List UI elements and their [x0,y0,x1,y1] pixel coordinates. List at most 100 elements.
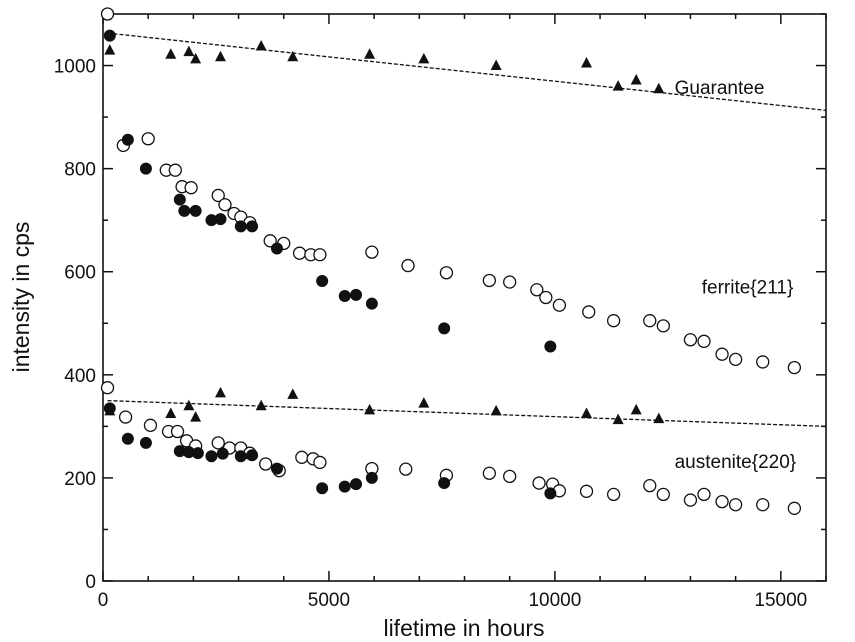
triangle-point [214,386,226,398]
triangle-point [183,45,195,57]
open-circle-point [787,501,802,515]
filled-circle-point [189,204,202,217]
open-circle-point [313,455,327,470]
data-points [100,7,802,515]
open-circle-point [656,487,670,502]
open-circle-point [263,234,277,248]
filled-circle-point [544,487,557,500]
filled-circle-point [121,133,134,146]
y-tick-label: 200 [64,469,96,490]
filled-circle-point [438,322,451,335]
triangle-point [287,388,299,399]
triangle-point [418,52,430,64]
filled-circle-point [103,29,116,42]
filled-circle-point [121,432,134,445]
filled-circle-point [544,340,557,353]
open-circle-point [365,245,379,259]
triangle-point [165,48,177,59]
filled-circle-point [338,289,351,302]
triangle-point [104,404,116,416]
x-axis-title: lifetime in hours [383,615,544,641]
open-circle-point [401,258,415,273]
series-annotation: Guarantee [675,78,765,99]
triangle-point [214,50,226,62]
triangle-point [630,73,642,85]
x-tick-label: 15000 [754,590,807,611]
open-circle-point [756,498,770,512]
open-circle-point [100,7,115,21]
triangle-point [653,82,665,94]
filled-circle-point [234,450,247,463]
open-circle-point [756,355,770,369]
triangle-point [630,403,642,415]
open-circle-point [579,484,594,498]
y-tick-label: 800 [64,160,96,181]
open-circle-point [503,469,517,484]
filled-circle-point [234,220,247,233]
x-tick-label: 0 [98,590,109,611]
open-circle-point [656,319,670,333]
open-circle-point [313,248,327,262]
filled-circle-point [216,447,229,460]
filled-circle-point [365,471,378,484]
open-circle-point [697,334,711,348]
triangle-point [612,80,624,91]
trend-line [107,32,827,112]
triangle-point [490,404,502,416]
open-circle-point [715,347,729,361]
triangle-point [190,52,202,64]
tick-labels: 0 5000 10000 15000 0 200 400 600 800 1000 [54,57,808,611]
filled-circle-point [438,477,451,490]
y-axis-title: intensity in cps [8,222,34,373]
axis-ticks [102,13,827,582]
filled-circle-point [365,297,378,310]
open-circle-point [482,273,497,288]
open-circle-point [184,181,198,195]
open-circle-point [439,266,454,280]
triangle-point [418,397,430,408]
open-circle-point [530,283,544,297]
filled-circle-point [191,447,204,460]
filled-circle-point [338,480,351,493]
open-circle-point [787,360,802,375]
triangle-point [653,412,665,424]
triangle-point [490,59,502,71]
filled-circle-point [316,275,329,288]
filled-circle-point [316,482,329,495]
open-circle-point [482,466,497,480]
y-tick-label: 0 [85,572,96,593]
open-circle-point [211,436,225,450]
open-circle-point [643,478,657,493]
open-circle-point [683,493,698,507]
open-circle-point [399,462,413,476]
open-circle-point [539,290,553,305]
filled-circle-point [139,162,152,175]
triangle-point [104,44,116,55]
open-circle-point [118,410,133,424]
open-circle-point [100,381,115,395]
filled-circle-point [270,462,283,475]
series-annotation: austenite{220} [675,452,797,473]
open-circle-point [697,487,711,502]
annotations: Guarantee ferrite{211} austenite{220} [675,78,797,473]
filled-circle-point [214,213,227,226]
triangle-point [255,39,267,51]
open-circle-point [552,298,567,312]
filled-circle-point [246,449,259,462]
triangle-point [364,403,376,415]
triangle-point [183,399,195,411]
open-circle-point [532,476,546,490]
x-tick-label: 10000 [528,590,581,611]
y-tick-label: 400 [64,366,96,387]
open-circle-point [218,198,232,212]
open-circle-point [728,498,743,512]
open-circle-point [259,457,273,471]
triangle-point [255,399,267,411]
filled-circle-point [178,204,191,217]
triangle-point [287,50,299,62]
open-circle-point [582,305,596,319]
open-circle-point [143,418,158,432]
filled-circle-point [173,193,186,206]
filled-circle-point [246,220,259,233]
